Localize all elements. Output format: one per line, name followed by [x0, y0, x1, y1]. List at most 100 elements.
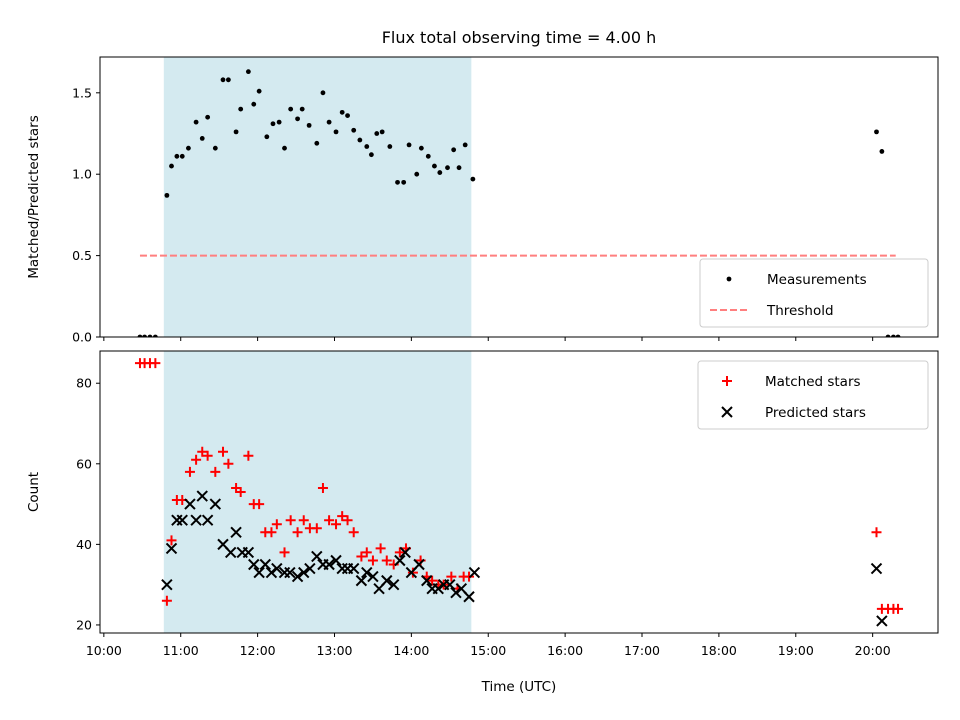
data-point	[169, 163, 174, 169]
y-tick-label: 1.5	[72, 85, 92, 100]
data-point	[395, 179, 400, 185]
data-point	[451, 147, 457, 153]
data-layer	[134, 358, 904, 627]
data-point	[406, 142, 412, 148]
data-point	[446, 571, 457, 582]
legend-frame	[697, 360, 929, 430]
data-point	[418, 145, 424, 151]
top-panel: 0.0 0.5 1.0 1.5 Matched/Predicted stars Measu…	[26, 56, 939, 345]
data-point	[184, 466, 195, 477]
data-point	[876, 615, 888, 627]
x-tick-label: 15:00	[470, 643, 506, 658]
data-point	[161, 578, 173, 591]
data-point	[238, 106, 244, 112]
x-tick-label: 12:00	[240, 643, 276, 658]
data-point	[311, 550, 323, 563]
data-point	[311, 523, 322, 534]
data-point	[445, 165, 450, 171]
plot-frame	[99, 56, 939, 338]
data-point	[233, 129, 239, 135]
data-layer	[137, 69, 901, 337]
legend: Measurements Threshold	[699, 258, 929, 328]
data-point	[367, 555, 378, 566]
legend-label: Predicted stars	[765, 405, 866, 421]
data-point	[330, 554, 342, 567]
data-point	[425, 153, 431, 159]
data-point	[264, 134, 270, 140]
data-point	[387, 578, 400, 591]
legend-marker	[726, 276, 732, 282]
legend-label: Threshold	[766, 303, 834, 319]
data-point	[210, 466, 221, 477]
y-tick-label: 40	[76, 537, 92, 552]
data-point	[357, 137, 363, 143]
data-point	[874, 129, 879, 135]
y-tick-label: 20	[76, 617, 92, 632]
data-point	[174, 153, 180, 159]
data-point	[351, 127, 357, 133]
data-point	[279, 547, 290, 558]
data-point	[317, 482, 328, 493]
data-point	[245, 69, 251, 75]
legend-marker	[721, 406, 733, 418]
x-tick-label: 18:00	[701, 643, 737, 658]
x-tick-label: 19:00	[778, 643, 814, 658]
data-point	[427, 575, 438, 586]
data-point	[432, 163, 437, 169]
data-point	[345, 113, 350, 119]
data-point	[150, 358, 161, 369]
y-tick-label: 1.0	[72, 167, 92, 182]
x-tick-label: 10:00	[86, 643, 122, 658]
data-point	[142, 334, 147, 337]
y-tick-label: 80	[76, 376, 92, 391]
plot-frame	[99, 350, 939, 634]
data-point	[381, 574, 393, 587]
data-point	[361, 566, 373, 579]
data-point	[190, 514, 202, 526]
data-point	[179, 153, 185, 159]
data-point	[306, 122, 312, 128]
data-point	[271, 562, 283, 575]
data-point	[224, 546, 237, 559]
data-point	[320, 90, 326, 96]
data-point	[197, 446, 208, 457]
data-point	[870, 562, 883, 575]
y-tick-label: 0.0	[72, 330, 92, 345]
data-point	[284, 566, 296, 579]
data-point	[184, 498, 196, 510]
legend: Matched stars Predicted stars	[697, 360, 929, 430]
data-point	[885, 334, 891, 337]
data-point	[225, 77, 231, 83]
x-tick-label: 13:00	[316, 643, 352, 658]
data-point	[399, 546, 411, 559]
data-point	[401, 179, 407, 185]
data-point	[137, 334, 143, 337]
data-point	[879, 149, 885, 154]
data-point	[248, 558, 260, 571]
data-point	[304, 562, 316, 575]
legend-frame	[699, 258, 929, 328]
data-point	[342, 515, 353, 526]
data-point	[161, 595, 172, 606]
data-point	[437, 170, 443, 175]
data-point	[251, 101, 257, 107]
data-point	[895, 334, 901, 337]
data-point	[368, 152, 374, 158]
data-point	[339, 109, 345, 115]
chart-title: Flux total observing time = 4.00 h	[382, 28, 657, 47]
data-point	[355, 574, 368, 587]
data-point	[164, 192, 170, 198]
data-point	[152, 334, 158, 337]
data-point	[299, 106, 305, 112]
data-point	[470, 176, 476, 182]
x-tick-label: 16:00	[547, 643, 583, 658]
data-point	[326, 119, 332, 125]
data-point	[374, 131, 380, 136]
data-point	[324, 515, 335, 526]
data-point	[220, 77, 226, 83]
data-point	[298, 566, 310, 579]
data-point	[375, 543, 386, 554]
data-point	[202, 450, 213, 461]
bottom-panel: 20 40 60 80 10:00 11:00 12:00 13:00 14:00 15:00 16…	[26, 350, 939, 658]
data-point	[893, 603, 904, 614]
